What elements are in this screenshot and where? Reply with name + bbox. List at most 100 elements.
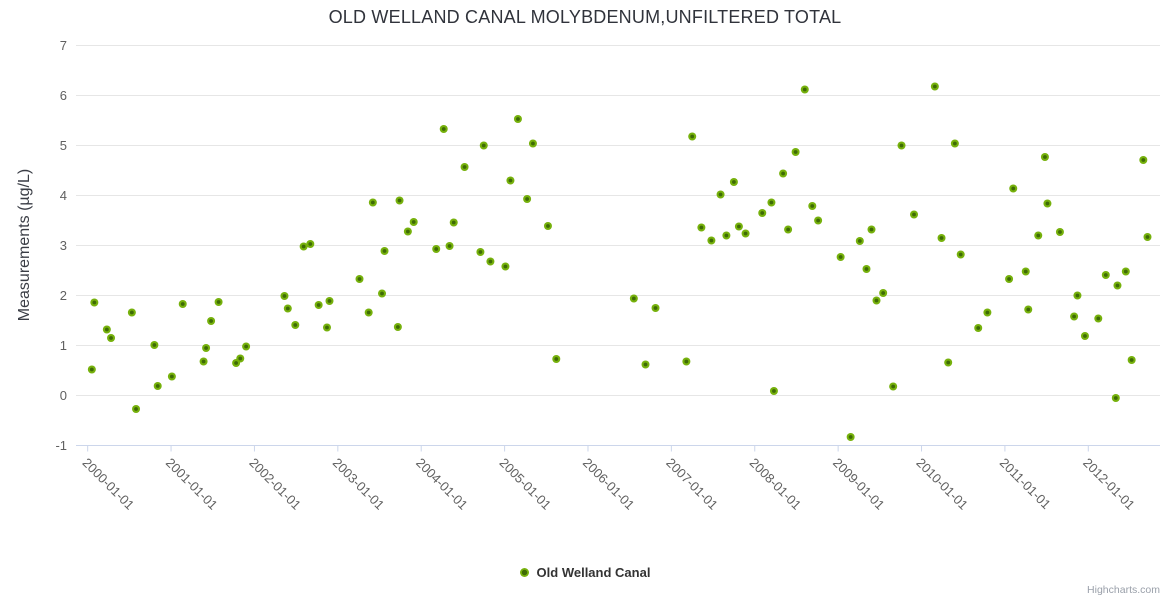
data-point-core (1007, 277, 1011, 281)
data-point-core (939, 236, 944, 240)
data-point-core (104, 327, 109, 332)
data-point-core (781, 171, 786, 176)
data-point-core (1145, 235, 1150, 239)
x-tick-label: 2011-01-01 (997, 455, 1054, 512)
data-point-core (209, 319, 213, 323)
data-point-core (155, 384, 160, 388)
data-point-core (293, 323, 298, 327)
data-point-core (204, 346, 208, 350)
data-point-core (285, 306, 290, 311)
data-point-core (1096, 316, 1101, 321)
data-point-core (899, 143, 904, 148)
x-tick-label: 2000-01-01 (80, 455, 138, 513)
data-point-core (653, 306, 658, 310)
data-point-core (92, 300, 97, 305)
legend[interactable]: Old Welland Canal (0, 565, 1170, 580)
legend-marker-icon (519, 568, 529, 577)
data-point-core (411, 220, 416, 224)
y-tick-label: 5 (60, 138, 67, 153)
data-point-core (1113, 396, 1118, 400)
data-point-core (631, 296, 636, 301)
data-point-core (451, 220, 456, 225)
data-point-core (244, 344, 249, 349)
x-tick-label: 2007-01-01 (663, 455, 721, 513)
data-point-core (1103, 273, 1108, 277)
x-tick-label: 2004-01-01 (413, 455, 471, 513)
data-point-core (525, 197, 530, 201)
data-point-core (434, 247, 439, 251)
data-point-core (793, 150, 798, 154)
data-point-core (370, 200, 375, 205)
data-point-core (441, 127, 446, 131)
data-point-core (816, 218, 821, 223)
y-tick-label: 7 (60, 38, 67, 53)
x-tick-label: 2006-01-01 (580, 455, 638, 513)
data-point-core (180, 302, 185, 306)
y-tick-label: 0 (60, 388, 67, 403)
data-point-core (869, 227, 874, 232)
data-point-core (503, 264, 508, 269)
y-tick-label: 3 (60, 238, 67, 253)
data-point-core (382, 249, 387, 253)
data-point-core (1083, 334, 1087, 338)
chart-title: OLD WELLAND CANAL MOLYBDENUM,UNFILTERED … (328, 7, 842, 27)
data-point-core (129, 310, 134, 315)
data-point-core (1043, 155, 1047, 159)
data-point-core (874, 298, 879, 303)
data-point-core (737, 224, 741, 229)
data-point-core (1011, 186, 1016, 191)
data-point-core (684, 359, 689, 364)
y-tick-label: 1 (60, 338, 67, 353)
data-point-core (932, 84, 937, 89)
data-point-core (109, 336, 113, 340)
data-point-core (976, 326, 981, 330)
data-point-core (234, 361, 238, 365)
data-point-core (380, 291, 384, 296)
data-point-core (316, 303, 321, 307)
legend-series-label: Old Welland Canal (536, 565, 651, 580)
data-point-core (516, 117, 520, 121)
data-point-core (134, 407, 138, 411)
data-point-core (1036, 233, 1041, 238)
data-point-core (952, 141, 957, 146)
y-tick-label: 4 (60, 188, 67, 203)
data-point-core (238, 356, 243, 361)
x-tick-label: 2010-01-01 (913, 455, 971, 513)
data-point-core (282, 294, 287, 298)
data-point-core (732, 180, 736, 184)
data-point-core (1129, 358, 1134, 362)
data-point-core (786, 227, 791, 232)
data-point-core (508, 178, 513, 183)
data-point-core (891, 384, 896, 389)
x-tick-label: 2005-01-01 (496, 455, 554, 513)
data-point-core (643, 362, 648, 367)
data-point-core (912, 212, 916, 217)
data-point-core (447, 244, 452, 248)
x-tick-label: 2012-01-01 (1080, 455, 1138, 513)
data-point-core (848, 435, 853, 439)
highcharts-credits-link[interactable]: Highcharts.com (1087, 584, 1160, 596)
data-point-core (531, 141, 535, 146)
data-point-core (357, 277, 362, 281)
data-point-core (802, 87, 807, 92)
y-tick-label: -1 (55, 438, 67, 453)
y-tick-label: 2 (60, 288, 67, 303)
data-point-core (1045, 201, 1050, 206)
data-point-core (1058, 230, 1062, 234)
data-point-core (1141, 158, 1146, 162)
x-tick-label: 2001-01-01 (163, 455, 221, 513)
data-point-core (366, 310, 371, 315)
data-point-core (308, 242, 313, 246)
data-point-core (89, 367, 94, 372)
data-point-core (546, 224, 550, 228)
data-point-core (462, 165, 467, 169)
x-tick-label: 2009-01-01 (830, 455, 888, 513)
data-point-core (810, 204, 815, 208)
data-point-core (718, 192, 723, 197)
data-point-core (1115, 283, 1120, 288)
data-point-core (152, 343, 157, 347)
data-point-core (554, 357, 559, 361)
data-point-core (1075, 293, 1080, 298)
data-point-core (946, 360, 951, 365)
